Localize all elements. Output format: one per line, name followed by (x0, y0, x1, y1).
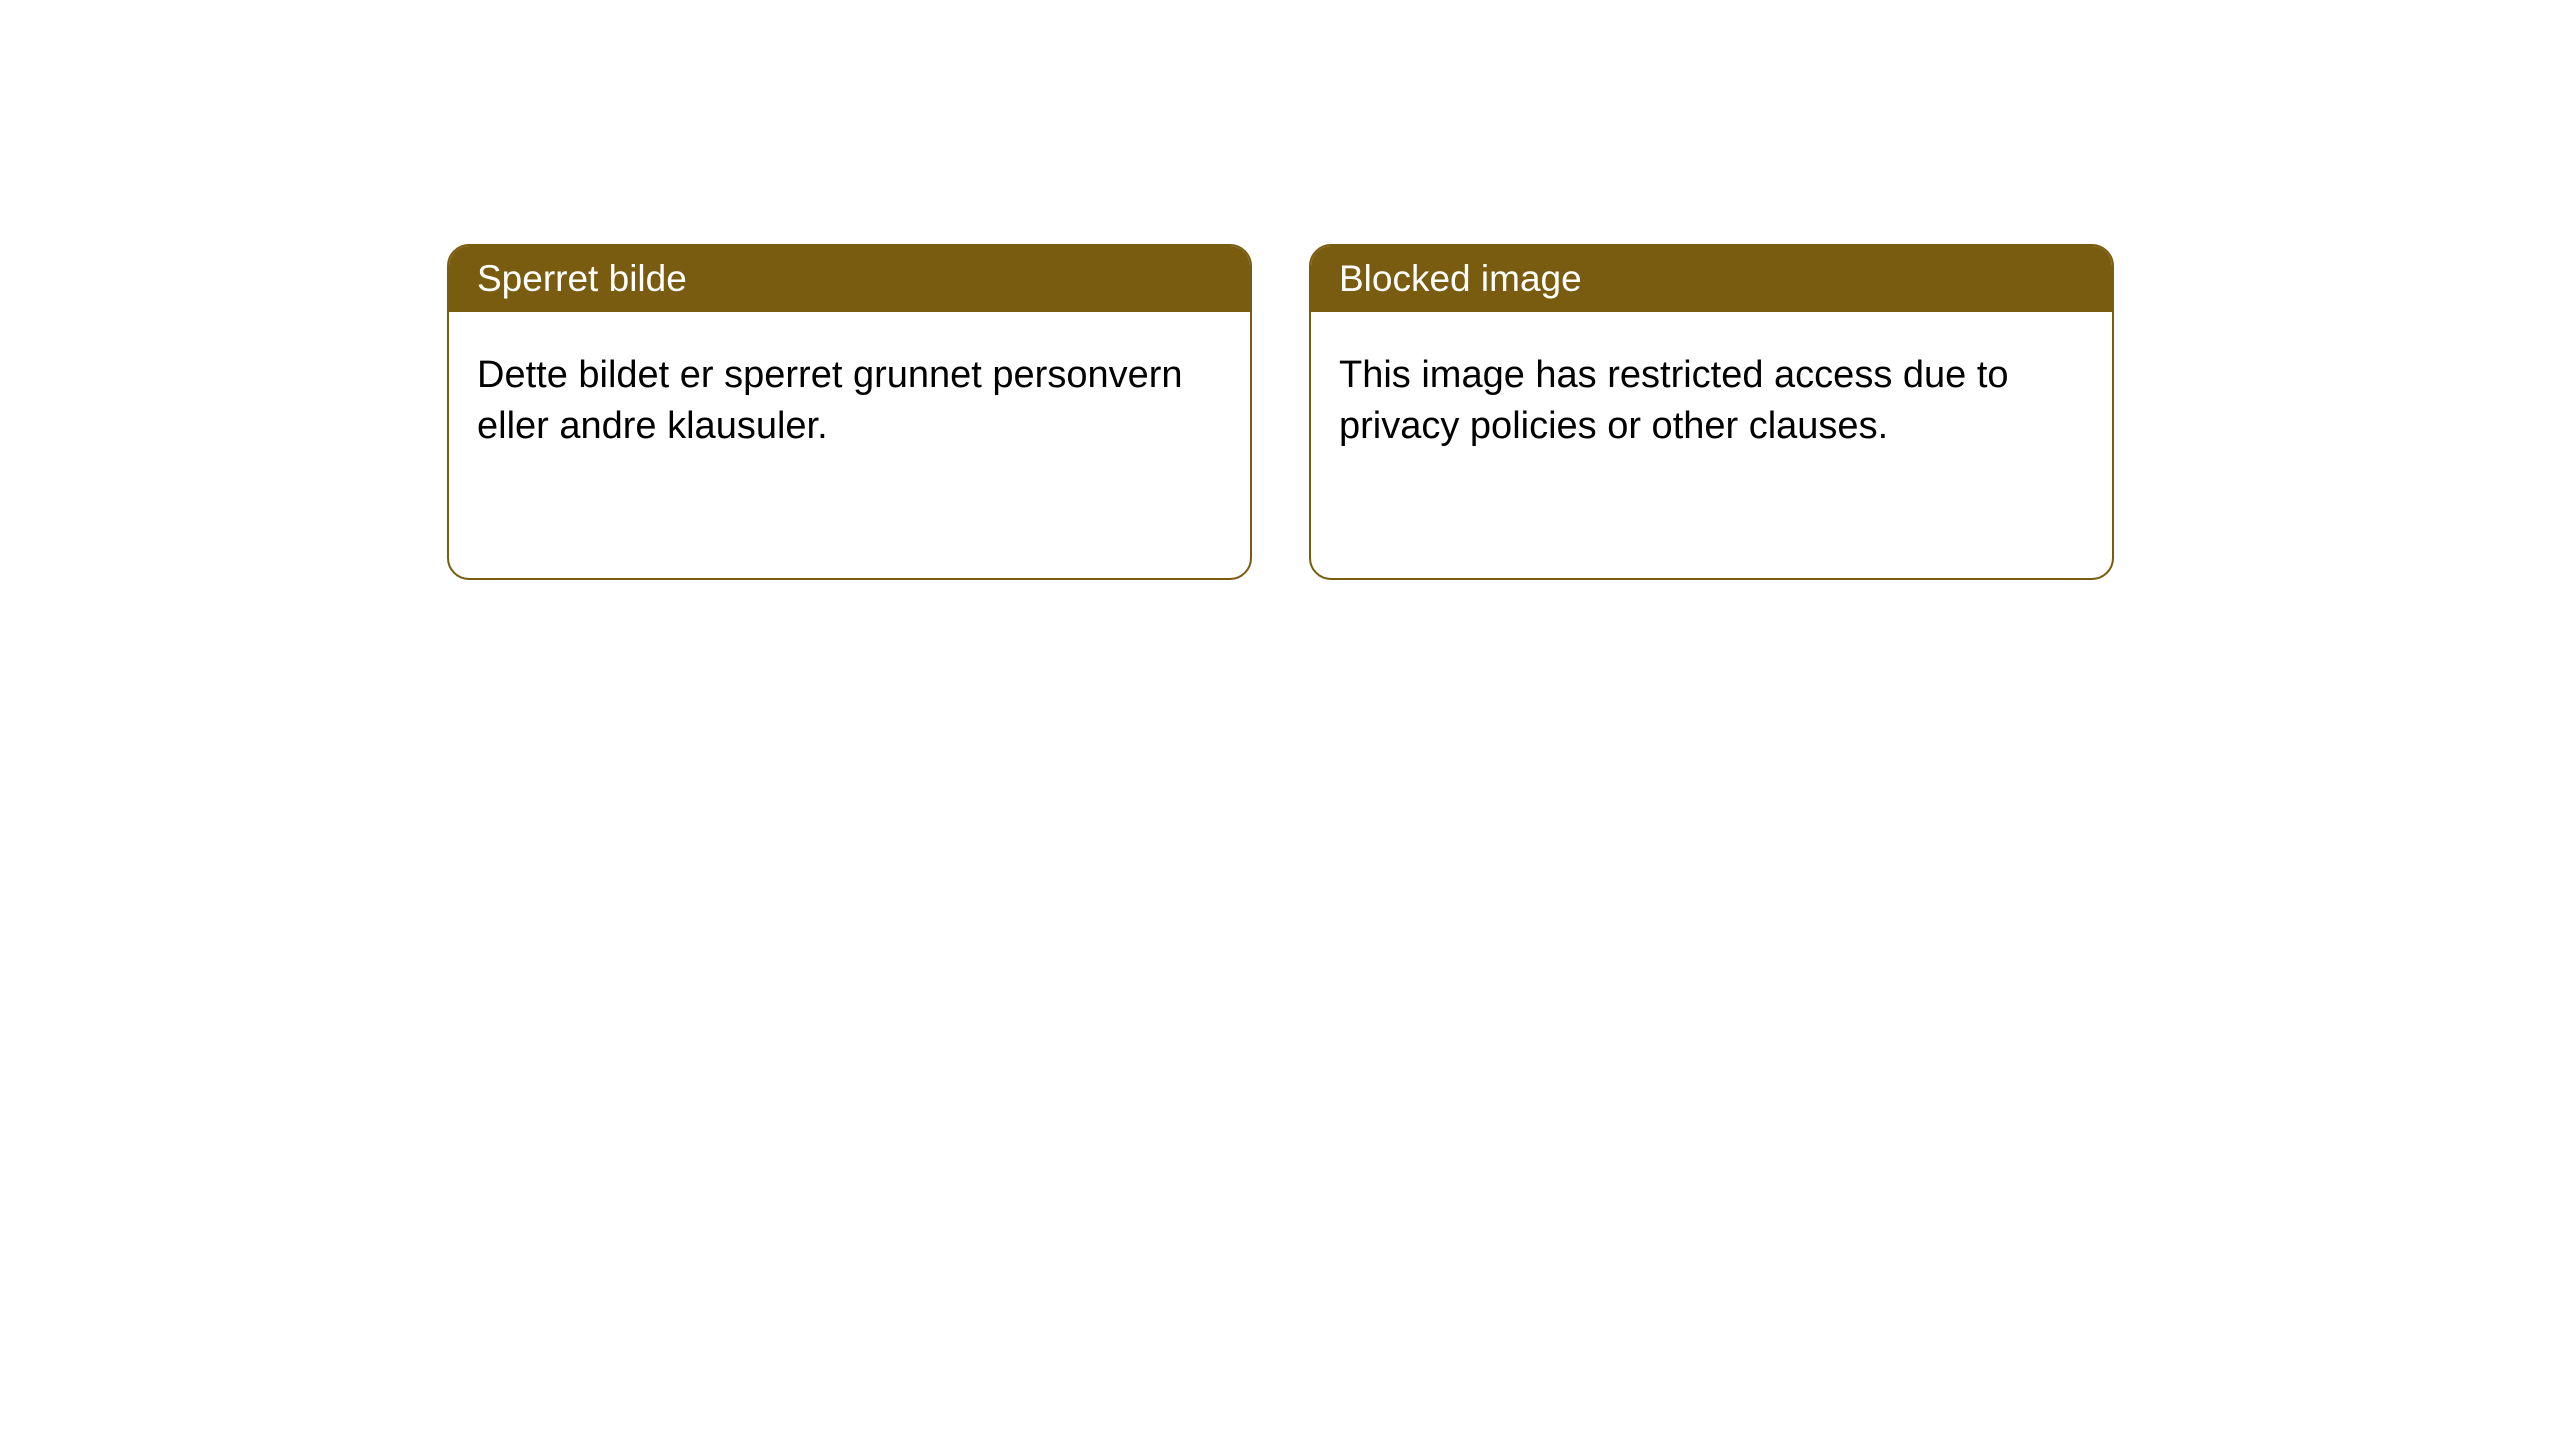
card-body-text: This image has restricted access due to … (1339, 354, 2009, 447)
notice-card-norwegian: Sperret bilde Dette bildet er sperret gr… (447, 244, 1252, 580)
card-header: Sperret bilde (449, 246, 1250, 312)
card-body: Dette bildet er sperret grunnet personve… (449, 312, 1250, 491)
card-body-text: Dette bildet er sperret grunnet personve… (477, 354, 1183, 447)
card-title: Blocked image (1339, 258, 1582, 299)
notice-card-english: Blocked image This image has restricted … (1309, 244, 2114, 580)
notice-cards-container: Sperret bilde Dette bildet er sperret gr… (447, 244, 2114, 580)
card-title: Sperret bilde (477, 258, 687, 299)
card-body: This image has restricted access due to … (1311, 312, 2112, 491)
card-header: Blocked image (1311, 246, 2112, 312)
